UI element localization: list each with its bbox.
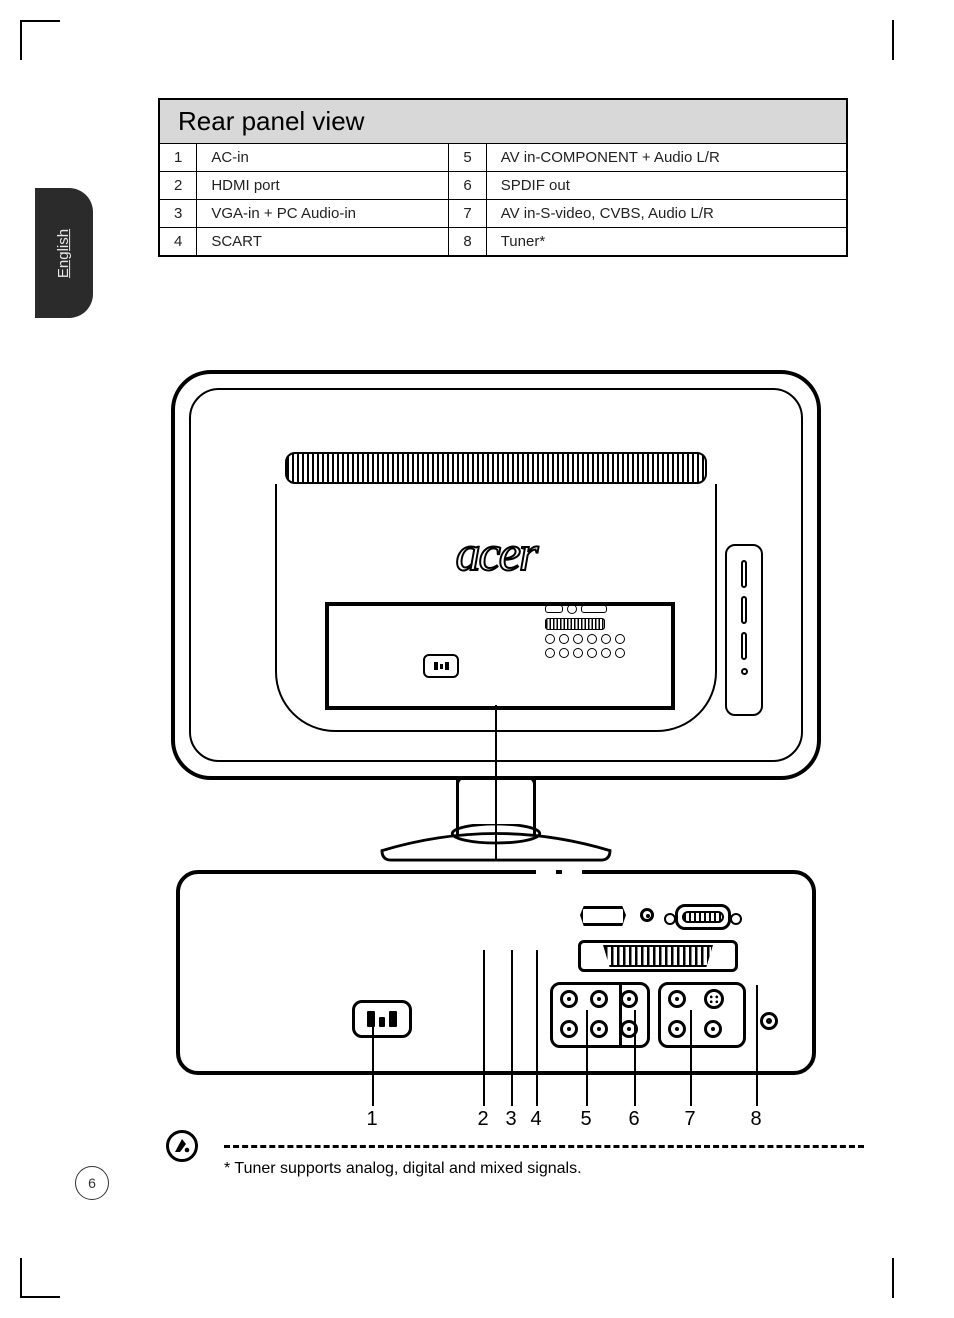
callout-number: 5 bbox=[580, 1108, 591, 1131]
callout-numbers: 1 234 5 6 7 8 bbox=[166, 1060, 826, 1130]
side-port-plate bbox=[725, 544, 763, 716]
footnote-text: * Tuner supports analog, digital and mix… bbox=[224, 1160, 582, 1178]
callout-connector bbox=[495, 705, 497, 861]
callout-line bbox=[690, 1010, 692, 1106]
callout-line bbox=[372, 1020, 374, 1106]
jack-icon bbox=[560, 1020, 578, 1038]
mini-ports-icon bbox=[545, 604, 665, 658]
language-tab: English bbox=[35, 188, 93, 318]
tuner-port-icon bbox=[760, 1012, 778, 1030]
callout-line bbox=[586, 1010, 588, 1106]
language-label: English bbox=[55, 228, 72, 277]
jack-icon bbox=[704, 1020, 722, 1038]
vga-port-icon bbox=[675, 904, 731, 930]
pc-audio-icon bbox=[640, 908, 654, 922]
table-row: 1 AC-in 5 AV in-COMPONENT + Audio L/R bbox=[159, 144, 847, 172]
rear-panel-table: Rear panel view 1 AC-in 5 AV in-COMPONEN… bbox=[158, 98, 848, 257]
vent-grille bbox=[285, 452, 707, 484]
callout-line bbox=[483, 950, 485, 1106]
jack-icon bbox=[590, 1020, 608, 1038]
callout-number: 6 bbox=[628, 1108, 639, 1131]
rear-panel-closeup bbox=[176, 870, 816, 1075]
table-row: 4 SCART 8 Tuner* bbox=[159, 228, 847, 257]
hdmi-port-icon bbox=[580, 906, 626, 926]
jack-icon bbox=[590, 990, 608, 1008]
svideo-icon bbox=[704, 989, 724, 1009]
brand-logo: acer bbox=[175, 524, 817, 582]
table-row: 2 HDMI port 6 SPDIF out bbox=[159, 172, 847, 200]
callout-number: 7 bbox=[684, 1108, 695, 1131]
callout-number: 1 bbox=[366, 1108, 377, 1131]
scart-port-icon bbox=[578, 940, 738, 972]
callout-number: 3 bbox=[505, 1108, 516, 1131]
jack-icon bbox=[668, 1020, 686, 1038]
crop-mark bbox=[20, 20, 60, 60]
table-row: 3 VGA-in + PC Audio-in 7 AV in-S-video, … bbox=[159, 200, 847, 228]
callout-line bbox=[511, 950, 513, 1106]
rear-panel-diagram: acer bbox=[166, 370, 826, 1075]
jack-icon bbox=[668, 990, 686, 1008]
note-icon bbox=[166, 1130, 198, 1162]
footnote-divider bbox=[224, 1145, 864, 1148]
callout-line bbox=[756, 985, 758, 1106]
jack-icon bbox=[560, 990, 578, 1008]
callout-number: 2 bbox=[477, 1108, 488, 1131]
crop-mark bbox=[20, 1258, 60, 1298]
jack-icon bbox=[620, 990, 638, 1008]
callout-number: 8 bbox=[750, 1108, 761, 1131]
callout-line bbox=[634, 1010, 636, 1106]
crop-mark bbox=[892, 20, 894, 60]
crop-mark bbox=[892, 1258, 894, 1298]
page-number: 6 bbox=[75, 1166, 109, 1200]
ac-in-port-icon bbox=[352, 1000, 412, 1038]
table-title: Rear panel view bbox=[159, 99, 847, 144]
callout-number: 4 bbox=[530, 1108, 541, 1131]
ac-in-icon bbox=[423, 654, 459, 678]
callout-line bbox=[536, 950, 538, 1106]
